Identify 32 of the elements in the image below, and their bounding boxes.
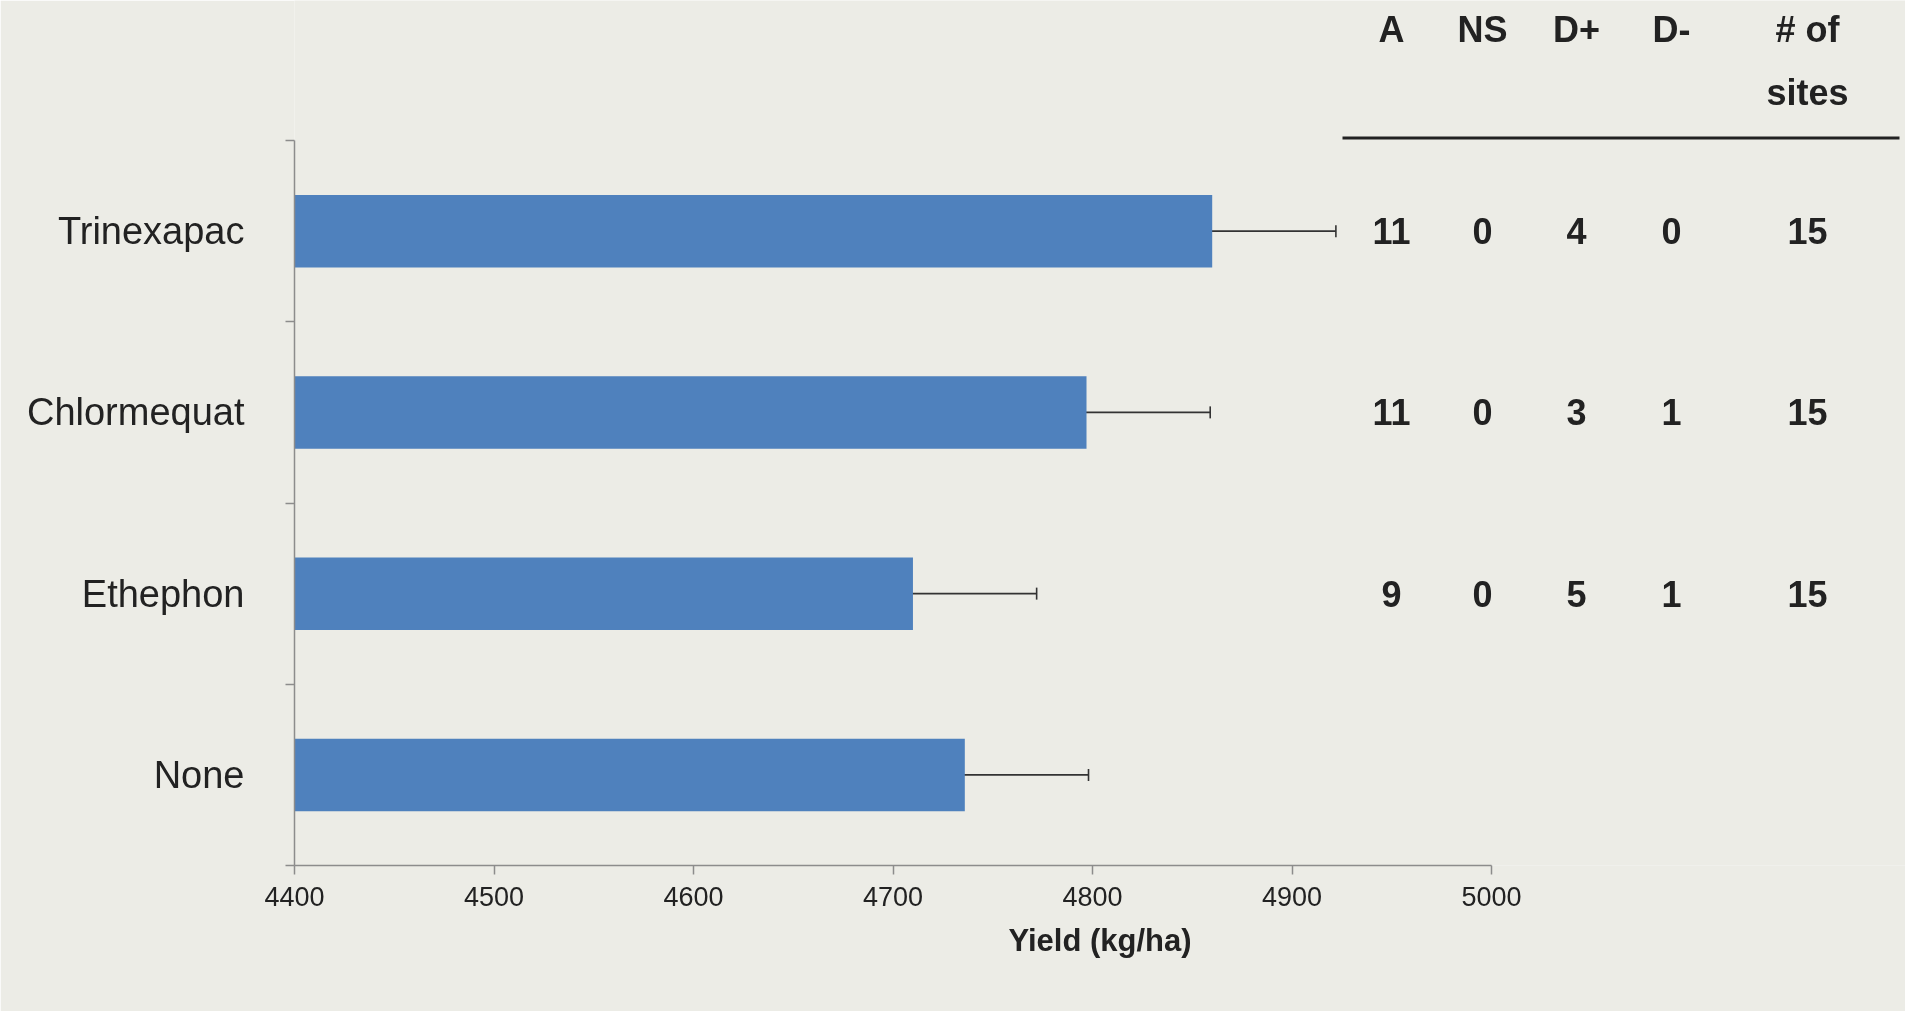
x-axis-title: Yield (kg/ha) xyxy=(1008,922,1192,958)
y-tick-label: Chlormequat xyxy=(26,391,245,434)
text: 1 xyxy=(1661,573,1682,615)
x-tick-label: 5000 xyxy=(1461,881,1522,912)
x-tick-label: 4700 xyxy=(862,881,924,912)
text: 0 xyxy=(1661,211,1682,253)
text: D+ xyxy=(1552,8,1601,50)
x-tick-label: 4600 xyxy=(663,881,724,912)
text: 3 xyxy=(1566,392,1587,434)
annotation: 11 xyxy=(1372,392,1411,434)
y-tick-label: Trinexapac xyxy=(57,210,245,253)
x-tick-label: 4400 xyxy=(264,881,325,912)
text: 15 xyxy=(1787,211,1828,253)
text: NS xyxy=(1457,8,1508,50)
text: 1 xyxy=(1661,392,1682,434)
x-tick-label: 4900 xyxy=(1261,881,1323,912)
annotation: 9 xyxy=(1381,573,1402,615)
text: 5 xyxy=(1566,573,1587,615)
y-tick-label: Ethephon xyxy=(81,572,245,615)
y-tick-label: None xyxy=(153,753,245,796)
x-tick-label: 4800 xyxy=(1062,881,1123,912)
annotation: 0 xyxy=(1472,211,1493,253)
text: 4 xyxy=(1566,211,1587,253)
annotation: 0 xyxy=(1472,392,1493,434)
text: 15 xyxy=(1787,573,1828,615)
text: 15 xyxy=(1787,392,1828,434)
annotation: 0 xyxy=(1472,573,1493,615)
annotation: 11 xyxy=(1372,211,1411,253)
x-tick-label: 4500 xyxy=(463,881,525,912)
text: # of sites xyxy=(1766,8,1849,114)
text: D- xyxy=(1652,8,1691,50)
text: A xyxy=(1378,8,1405,50)
